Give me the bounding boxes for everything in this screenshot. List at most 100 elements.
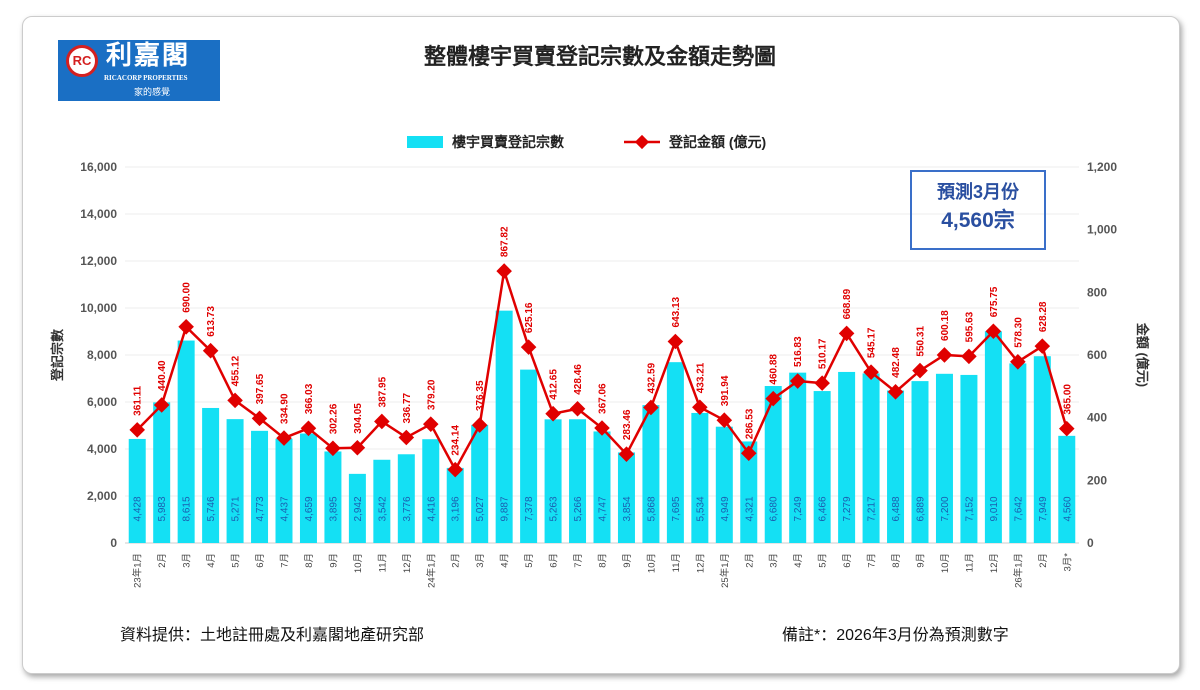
x-tick-label: 2月 bbox=[1038, 553, 1049, 568]
line-value-label: 304.05 bbox=[353, 403, 364, 434]
line-marker bbox=[422, 416, 439, 432]
x-tick-label: 7月 bbox=[280, 553, 291, 568]
line-value-label: 367.06 bbox=[598, 383, 609, 414]
bar-value-label: 4,437 bbox=[280, 496, 291, 521]
y-tick-label: 16,000 bbox=[80, 160, 117, 174]
line-value-label: 690.00 bbox=[182, 282, 193, 313]
line-value-label: 286.53 bbox=[744, 408, 755, 439]
line-marker bbox=[153, 397, 170, 413]
bar bbox=[324, 451, 342, 543]
line-value-label: 412.65 bbox=[549, 369, 560, 400]
x-tick-label: 7月 bbox=[867, 553, 878, 568]
line-value-label: 334.90 bbox=[280, 393, 291, 424]
bar-value-label: 7,200 bbox=[940, 496, 951, 521]
line-marker bbox=[178, 319, 194, 335]
line-marker bbox=[545, 405, 561, 422]
bar bbox=[740, 441, 758, 543]
x-tick-label: 12月 bbox=[989, 553, 1000, 573]
line-marker bbox=[496, 263, 512, 279]
bar-value-label: 4,773 bbox=[255, 496, 266, 521]
bar-value-label: 9,887 bbox=[500, 496, 511, 521]
forecast-annotation: 預測3月份 4,560宗 bbox=[910, 170, 1046, 250]
bar-value-label: 7,279 bbox=[842, 496, 853, 521]
bar-value-label: 6,488 bbox=[891, 496, 902, 521]
logo-english: RICACORP PROPERTIES bbox=[104, 74, 188, 82]
line-marker bbox=[520, 339, 537, 355]
x-tick-label: 2月 bbox=[744, 553, 755, 568]
bar bbox=[251, 430, 269, 543]
x-tick-label: 12月 bbox=[695, 553, 706, 573]
bar bbox=[642, 405, 660, 543]
legend-bar-swatch bbox=[407, 136, 443, 148]
bar bbox=[373, 459, 391, 543]
line-value-label: 428.46 bbox=[573, 364, 584, 395]
line-value-label: 433.21 bbox=[695, 362, 706, 393]
x-tick-label: 8月 bbox=[304, 553, 315, 568]
x-tick-label: 8月 bbox=[598, 553, 609, 568]
bar bbox=[911, 381, 929, 543]
x-tick-label: 6月 bbox=[842, 553, 853, 568]
x-tick-label: 2月 bbox=[157, 553, 168, 568]
x-tick-label: 5月 bbox=[524, 553, 535, 568]
line-value-label: 628.28 bbox=[1038, 301, 1049, 332]
line-value-label: 595.63 bbox=[964, 311, 975, 342]
x-tick-label: 23年1月 bbox=[132, 553, 144, 588]
bar bbox=[764, 386, 782, 543]
bar-value-label: 7,695 bbox=[671, 496, 682, 521]
bar bbox=[422, 439, 440, 543]
legend-bar-label: 樓宇買賣登記宗數 bbox=[452, 134, 564, 150]
line-marker bbox=[202, 342, 219, 359]
bar-value-label: 3,776 bbox=[402, 496, 413, 521]
bar-value-label: 4,560 bbox=[1062, 496, 1073, 521]
x-tick-label: 3月 bbox=[475, 553, 486, 568]
line-value-label: 482.48 bbox=[891, 347, 902, 378]
line-value-label: 376.35 bbox=[475, 380, 486, 411]
line-value-label: 675.75 bbox=[989, 286, 1000, 317]
bar bbox=[520, 369, 538, 543]
bar-value-label: 5,271 bbox=[231, 496, 242, 521]
line-value-label: 234.14 bbox=[451, 425, 462, 456]
bar-value-label: 6,466 bbox=[818, 496, 829, 521]
x-tick-label: 3月 bbox=[182, 553, 193, 568]
bar-value-label: 5,263 bbox=[549, 496, 560, 521]
line-marker bbox=[129, 422, 146, 438]
x-tick-label: 4月 bbox=[793, 553, 804, 568]
line-marker bbox=[667, 333, 684, 350]
x-tick-label: 11月 bbox=[671, 553, 682, 572]
y2-tick-label: 800 bbox=[1087, 285, 1107, 299]
line-marker bbox=[398, 429, 415, 446]
line-value-label: 440.40 bbox=[157, 360, 168, 391]
chart-title: 整體樓宇買賣登記宗數及金額走勢圖 bbox=[423, 44, 776, 69]
x-tick-label: 3月* bbox=[1062, 553, 1073, 572]
y2-tick-label: 400 bbox=[1087, 411, 1107, 425]
bar-value-label: 9,010 bbox=[989, 496, 1000, 521]
line-marker bbox=[814, 375, 830, 391]
x-tick-label: 4月 bbox=[500, 553, 511, 568]
y2-axis-label: 金額 (億元) bbox=[1135, 322, 1150, 387]
bar-value-label: 6,889 bbox=[916, 496, 927, 521]
bar bbox=[128, 438, 146, 543]
bar-value-label: 3,196 bbox=[451, 496, 462, 521]
bar bbox=[569, 419, 587, 543]
footer-source: 資料提供：土地註冊處及利嘉閣地產研究部 bbox=[120, 627, 425, 644]
x-tick-label: 10月 bbox=[646, 553, 657, 573]
footer-note: 備註*：2026年3月份為預測數字 bbox=[782, 627, 1009, 644]
bar-value-label: 5,266 bbox=[573, 496, 584, 521]
bar bbox=[960, 374, 978, 543]
bar bbox=[471, 424, 489, 543]
x-tick-label: 11月 bbox=[964, 553, 975, 572]
bar bbox=[838, 371, 856, 543]
x-tick-label: 11月 bbox=[377, 553, 388, 572]
x-tick-label: 24年1月 bbox=[425, 553, 437, 588]
bar bbox=[446, 467, 464, 543]
line-value-label: 336.77 bbox=[402, 392, 413, 423]
x-tick-label: 9月 bbox=[622, 553, 633, 568]
line-value-label: 668.89 bbox=[842, 288, 853, 319]
bar-value-label: 4,428 bbox=[133, 496, 144, 521]
bar bbox=[202, 407, 220, 543]
legend-line-marker bbox=[634, 134, 650, 150]
bar bbox=[348, 473, 366, 543]
line-marker bbox=[1034, 338, 1051, 354]
bar bbox=[299, 433, 317, 543]
line-value-label: 600.18 bbox=[940, 310, 951, 341]
